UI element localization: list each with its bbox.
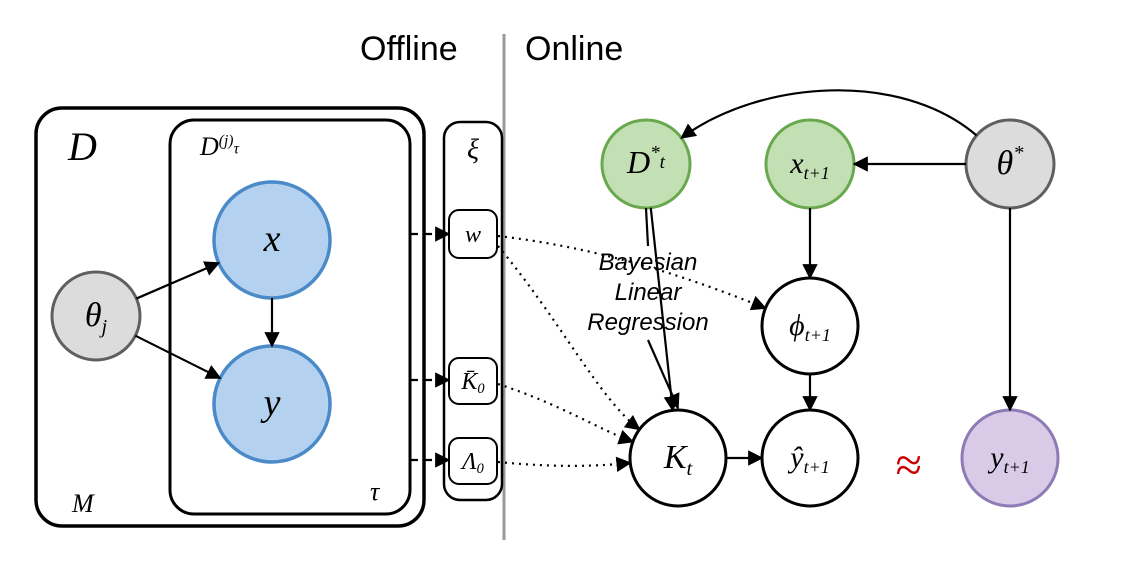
node-label-y: y (260, 382, 281, 424)
online-header: Online (525, 30, 623, 68)
xi-slot-label-w: w (465, 222, 481, 248)
edge-8 (498, 384, 633, 442)
xi-container (444, 122, 502, 500)
annotation-line-1: Linear (615, 279, 683, 306)
node-label-x: x (263, 218, 281, 260)
xi-title: ξ (467, 134, 479, 165)
dstar-to-annotation (646, 208, 648, 246)
xi-slot-label-K0: K̄0 (460, 369, 485, 398)
plate-outer-title: D (67, 124, 97, 169)
xi-slot-label-L0: Λ0 (460, 449, 485, 478)
annotation-line-0: Bayesian (599, 249, 698, 276)
offline-header: Offline (360, 30, 458, 68)
edge-9 (498, 462, 630, 466)
edge-1 (135, 336, 220, 378)
approx-symbol: ≈ (895, 439, 921, 492)
plate-inner-title: D(j)τ (199, 132, 241, 161)
edge-0 (136, 263, 218, 299)
plate-outer-corner: M (71, 489, 95, 518)
plate-inner-corner: τ (370, 477, 381, 506)
annotation-line-2: Regression (587, 309, 708, 336)
annotation-arrow (648, 340, 678, 408)
